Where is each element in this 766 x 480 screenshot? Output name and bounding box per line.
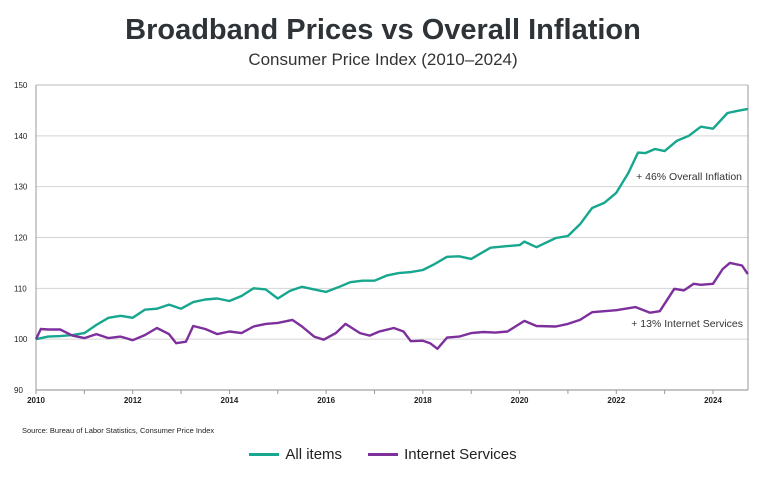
x-tick-label: 2022 [607,396,625,405]
chart-subtitle: Consumer Price Index (2010–2024) [248,50,518,69]
y-tick-label: 150 [14,81,28,90]
legend-item-all-items: All items [249,446,342,463]
x-tick-label: 2012 [124,396,142,405]
x-tick-label: 2016 [317,396,335,405]
legend-swatch-all-items [249,453,280,456]
legend-label: All items [285,446,343,463]
y-tick-label: 90 [14,386,23,395]
y-tick-label: 110 [14,284,27,293]
line-chart: 90 100 110 120 130 140 150 2010 2012 2014 2016 2018… [14,81,749,405]
x-tick-label: 2010 [27,396,45,405]
x-tick-label: 2024 [704,396,722,405]
chart-title: Broadband Prices vs Overall Inflation [125,14,641,46]
x-tick-label: 2020 [511,396,529,405]
x-tick-label: 2018 [414,396,432,405]
series-line-all-items [35,107,749,341]
x-tick-label: 2014 [221,396,239,405]
legend-swatch-internet [368,453,399,456]
series-line-internet-services [34,261,749,350]
source-note: Source: Bureau of Labor Statistics, Cons… [22,426,215,435]
y-tick-label: 120 [14,234,28,243]
annotation-internet: + 13% Internet Services [631,318,743,330]
y-tick-label: 140 [14,132,28,141]
legend-item-internet: Internet Services [368,446,517,463]
legend: All items Internet Services [0,446,766,463]
annotation-all-items: + 46% Overall Inflation [636,171,742,183]
legend-label: Internet Services [404,446,517,463]
y-tick-label: 100 [14,335,28,344]
y-tick-label: 130 [14,183,28,192]
